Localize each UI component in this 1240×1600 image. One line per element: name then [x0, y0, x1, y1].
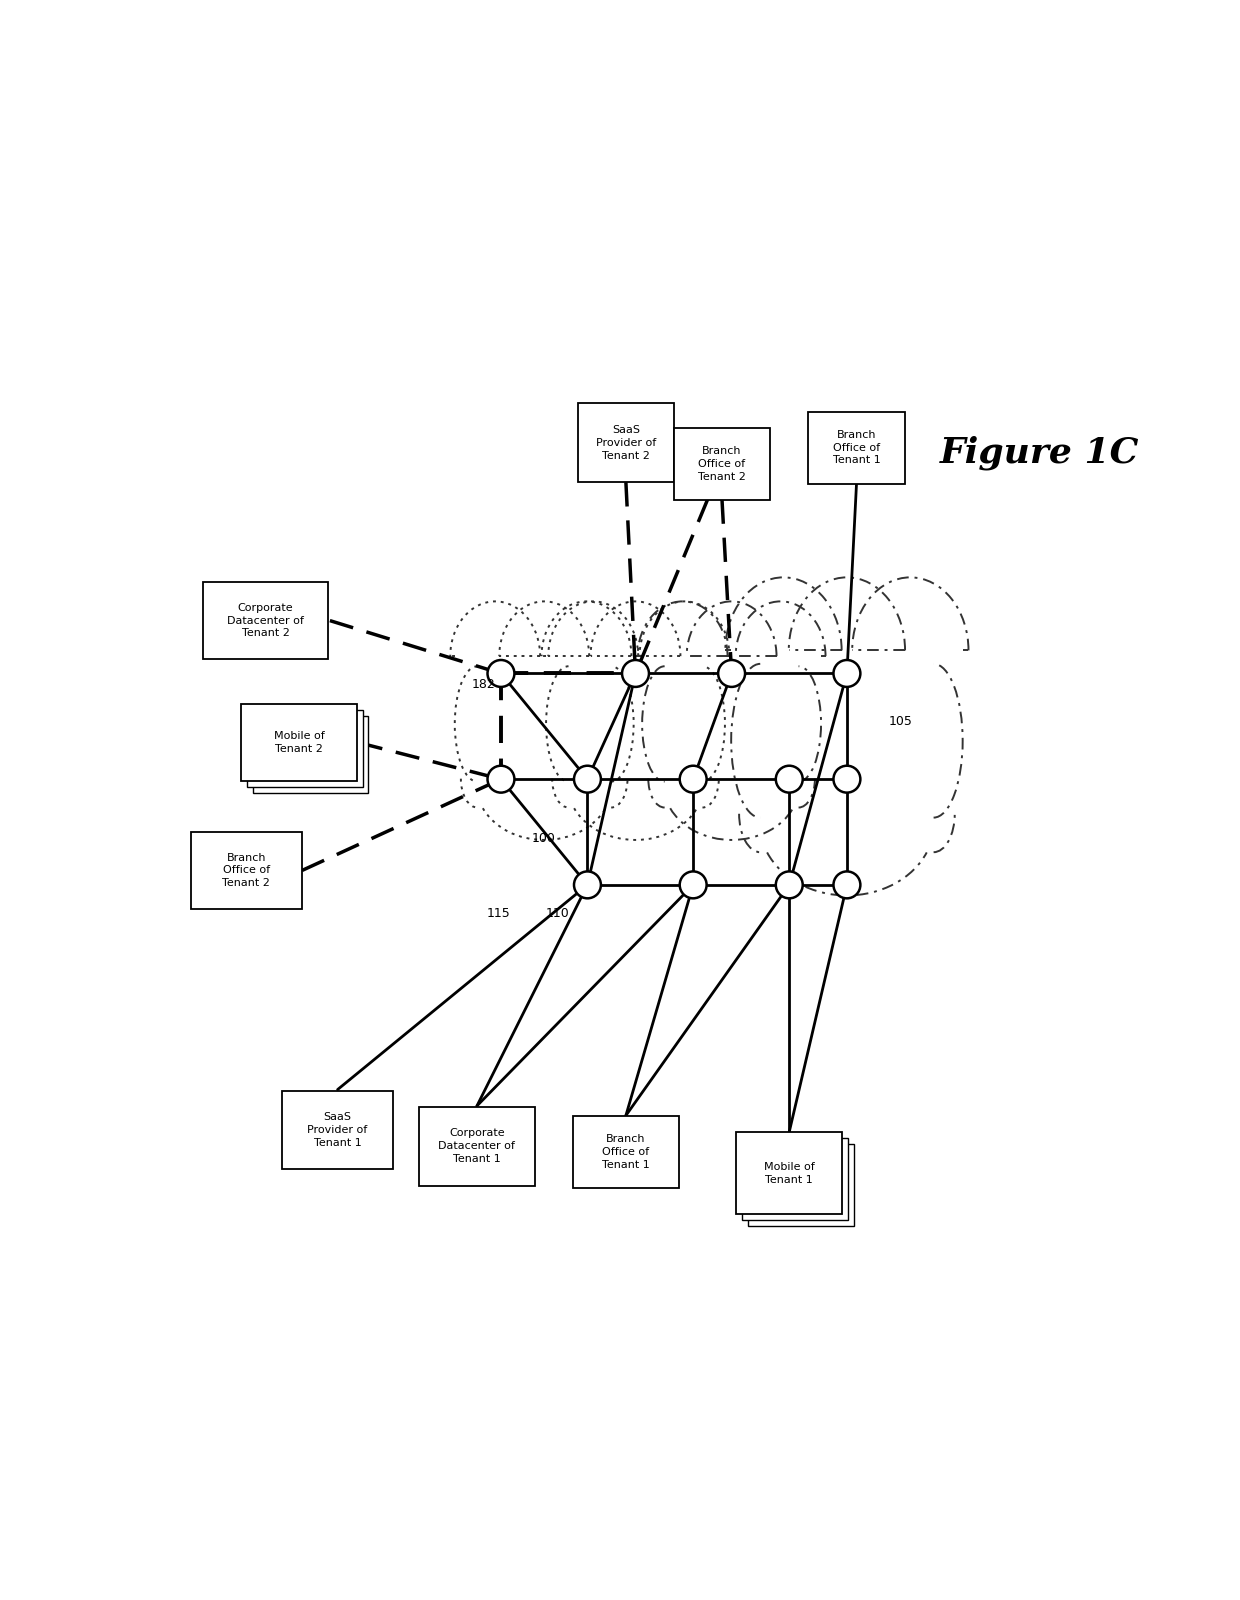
Circle shape — [680, 872, 707, 898]
Circle shape — [487, 661, 515, 686]
Text: Corporate
Datacenter of
Tenant 2: Corporate Datacenter of Tenant 2 — [227, 603, 304, 638]
Text: 115: 115 — [486, 907, 511, 920]
Text: Mobile of
Tenant 1: Mobile of Tenant 1 — [764, 1162, 815, 1184]
Text: 105: 105 — [888, 715, 913, 728]
FancyBboxPatch shape — [253, 715, 368, 792]
Circle shape — [833, 661, 861, 686]
FancyBboxPatch shape — [203, 582, 327, 659]
Circle shape — [487, 766, 515, 792]
Circle shape — [622, 661, 649, 686]
Circle shape — [574, 872, 601, 898]
Circle shape — [680, 766, 707, 792]
FancyBboxPatch shape — [247, 710, 362, 787]
Text: 110: 110 — [546, 907, 570, 920]
Circle shape — [776, 766, 802, 792]
Text: Branch
Office of
Tenant 1: Branch Office of Tenant 1 — [832, 430, 880, 466]
Text: Branch
Office of
Tenant 2: Branch Office of Tenant 2 — [222, 853, 270, 888]
Text: 182: 182 — [472, 678, 496, 691]
Circle shape — [574, 766, 601, 792]
Text: Corporate
Datacenter of
Tenant 1: Corporate Datacenter of Tenant 1 — [439, 1128, 516, 1165]
Text: Branch
Office of
Tenant 1: Branch Office of Tenant 1 — [601, 1134, 650, 1170]
Text: Figure 1C: Figure 1C — [940, 435, 1138, 470]
FancyBboxPatch shape — [675, 427, 770, 499]
FancyBboxPatch shape — [242, 704, 357, 781]
FancyBboxPatch shape — [808, 411, 904, 483]
Text: Branch
Office of
Tenant 2: Branch Office of Tenant 2 — [698, 446, 746, 482]
Text: 100: 100 — [532, 832, 556, 845]
FancyBboxPatch shape — [419, 1107, 534, 1186]
Circle shape — [776, 872, 802, 898]
Text: SaaS
Provider of
Tenant 2: SaaS Provider of Tenant 2 — [595, 426, 656, 461]
FancyBboxPatch shape — [573, 1117, 678, 1189]
FancyBboxPatch shape — [578, 403, 675, 482]
FancyBboxPatch shape — [283, 1091, 393, 1170]
Circle shape — [833, 872, 861, 898]
FancyBboxPatch shape — [191, 832, 301, 909]
FancyBboxPatch shape — [748, 1144, 853, 1226]
Circle shape — [718, 661, 745, 686]
Text: Mobile of
Tenant 2: Mobile of Tenant 2 — [274, 731, 325, 754]
FancyBboxPatch shape — [743, 1138, 848, 1219]
Circle shape — [833, 766, 861, 792]
FancyBboxPatch shape — [737, 1133, 842, 1214]
Text: SaaS
Provider of
Tenant 1: SaaS Provider of Tenant 1 — [308, 1112, 368, 1147]
